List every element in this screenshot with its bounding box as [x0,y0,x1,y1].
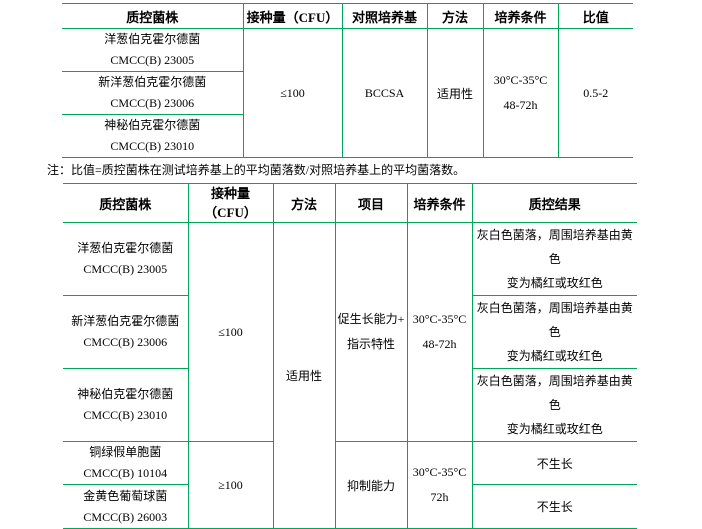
strain-cell: 神秘伯克霍尔德菌 CMCC(B) 23010 [61,114,244,158]
result-cell: 不生长 [471,441,638,485]
result-cell: 灰白色菌落，周围培养基由黄色 变为橘红或玫红色 [471,368,638,442]
col-header-ratio: 比值 [557,3,634,29]
strain-code: CMCC(B) 26003 [83,509,168,524]
col-header-inoculum: 接种量 （CFU） [187,183,274,223]
strain-name: 金黄色葡萄球菌 [83,488,168,503]
strain-code: CMCC(B) 23005 [83,262,168,276]
result-line1: 灰白色菌落，周围培养基由黄色 [476,228,633,266]
result-cell: 灰白色菌落，周围培养基由黄色 变为橘红或玫红色 [471,222,638,296]
item-line1: 促生长能力+ [337,312,405,326]
inoculum-cell: ≥100 [187,441,274,529]
col-header-result: 质控结果 [471,183,638,223]
result-line1: 灰白色菌落，周围培养基由黄色 [476,301,633,339]
result-cell: 灰白色菌落，周围培养基由黄色 变为橘红或玫红色 [471,295,638,369]
result-line2: 变为橘红或玫红色 [506,349,603,363]
conditions-temp: 30°C-35°C [412,465,467,479]
strain-cell: 新洋葱伯克霍尔德菌 CMCC(B) 23006 [62,295,189,369]
strain-cell: 铜绿假单胞菌 CMCC(B) 10104 [62,441,189,485]
item-line2: 指示特性 [346,337,395,351]
strain-cell: 洋葱伯克霍尔德菌 CMCC(B) 23005 [61,28,244,72]
method-cell: 适用性 [272,222,336,529]
col-header-inoculum: 接种量（CFU） [242,3,343,29]
col-header-strain: 质控菌株 [61,3,244,29]
suitability-summary-table: 质控菌株 接种量（CFU） 对照培养基 方法 培养条件 比值 洋葱伯克霍尔德菌 … [61,3,634,158]
col-header-method: 方法 [426,3,484,29]
table-row: 洋葱伯克霍尔德菌 CMCC(B) 23005 ≤100 适用性 促生长能力+ 指… [62,222,638,529]
item-cell: 促生长能力+ 指示特性 [334,222,408,442]
table-row: 神秘伯克霍尔德菌 CMCC(B) 23010 [61,114,633,158]
strain-code: CMCC(B) 23005 [110,53,195,67]
result-line2: 变为橘红或玫红色 [506,422,603,436]
strain-name: 神秘伯克霍尔德菌 [77,387,174,401]
conditions-cell: 30°C-35°C 72h [406,441,473,529]
strain-code: CMCC(B) 23006 [83,335,168,349]
table1-header-row: 质控菌株 接种量（CFU） 对照培养基 方法 培养条件 比值 [61,3,634,29]
strain-code: CMCC(B) 23010 [83,408,168,422]
table-row: 新洋葱伯克霍尔德菌 CMCC(B) 23006 灰白色菌落，周围培养基由黄色 变… [62,295,638,369]
conditions-cell: 30°C-35°C 48-72h [406,222,473,442]
result-line1: 灰白色菌落，周围培养基由黄色 [476,374,633,412]
strain-name: 新洋葱伯克霍尔德菌 [71,314,180,328]
strain-cell: 神秘伯克霍尔德菌 CMCC(B) 23010 [62,368,189,442]
strain-name: 神秘伯克霍尔德菌 [104,118,201,132]
col-header-inoculum-line1: 接种量 [210,186,250,201]
ratio-note: 注：比值=质控菌株在测试培养基上的平均菌落数/对照培养基上的平均菌落数。 [47,163,466,177]
strain-code: CMCC(B) 23006 [110,96,195,110]
result-cell: 不生长 [471,484,638,529]
col-header-conditions: 培养条件 [482,3,559,29]
col-header-inoculum-line2: （CFU） [204,205,257,220]
conditions-time: 48-72h [503,98,538,112]
col-header-strain: 质控菌株 [62,183,189,223]
strain-cell: 新洋葱伯克霍尔德菌 CMCC(B) 23006 [61,71,244,115]
conditions-temp: 30°C-35°C [493,73,548,87]
strain-name: 洋葱伯克霍尔德菌 [77,241,174,255]
control-medium-cell: BCCSA [341,28,428,158]
table-row: 洋葱伯克霍尔德菌 CMCC(B) 23005 ≤100 BCCSA 适用性 30… [61,28,634,158]
conditions-temp: 30°C-35°C [412,312,467,326]
strain-cell: 洋葱伯克霍尔德菌 CMCC(B) 23005 [62,222,189,296]
conditions-time: 72h [430,490,449,504]
strain-code: CMCC(B) 10104 [83,466,168,480]
table2-header-row: 质控菌株 接种量 （CFU） 方法 项目 培养条件 质控结果 [62,183,638,223]
ratio-cell: 0.5-2 [557,28,634,158]
page: { "colors": { "border_green": "#00A65A",… [47,3,638,529]
strain-code: CMCC(B) 23010 [110,139,195,153]
col-header-item: 项目 [334,183,408,223]
table-row: 铜绿假单胞菌 CMCC(B) 10104 ≥100 抑制能力 30°C-35°C… [62,441,638,529]
strain-name: 铜绿假单胞菌 [89,445,162,459]
conditions-cell: 30°C-35°C 48-72h [482,28,559,158]
method-cell: 适用性 [426,28,484,158]
strain-name: 洋葱伯克霍尔德菌 [104,32,201,46]
col-header-conditions: 培养条件 [406,183,473,223]
result-line2: 变为橘红或玫红色 [506,276,603,290]
inoculum-cell: ≤100 [242,28,343,158]
table-row: 新洋葱伯克霍尔德菌 CMCC(B) 23006 [61,71,633,115]
inoculum-cell: ≤100 [187,222,274,442]
col-header-control-medium: 对照培养基 [341,3,428,29]
strain-name: 新洋葱伯克霍尔德菌 [98,75,207,89]
strain-cell: 金黄色葡萄球菌 CMCC(B) 26003 [62,484,189,529]
conditions-time: 48-72h [422,337,457,351]
quality-control-detail-table: 质控菌株 接种量 （CFU） 方法 项目 培养条件 质控结果 洋葱伯克霍尔德菌 … [62,183,638,529]
col-header-method: 方法 [272,183,336,223]
item-cell: 抑制能力 [334,441,408,529]
